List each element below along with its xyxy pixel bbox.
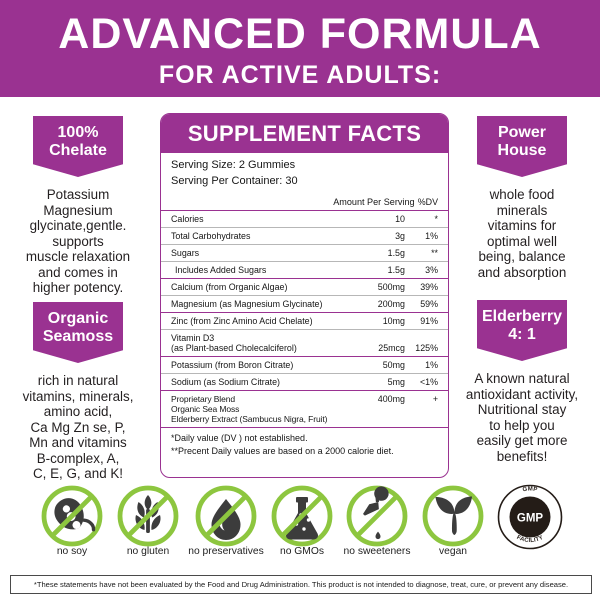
svg-text:GMP: GMP [522,486,538,493]
svg-text:no soy: no soy [57,546,88,557]
svg-text:vegan: vegan [439,546,467,557]
svg-text:no gluten: no gluten [127,546,170,557]
svg-text:no preservatives: no preservatives [188,546,264,557]
svg-text:no sweeteners: no sweeteners [344,546,411,557]
svg-text:GMP: GMP [517,512,544,524]
svg-text:no GMOs: no GMOs [280,546,324,557]
